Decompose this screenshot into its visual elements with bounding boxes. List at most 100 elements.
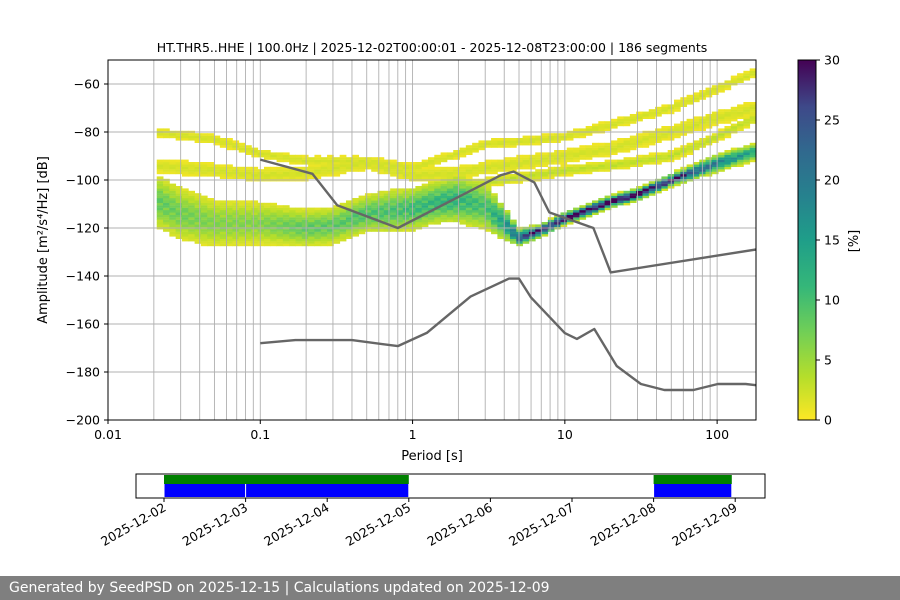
pdf-cell	[705, 159, 713, 163]
pdf-cell	[686, 128, 694, 131]
pdf-cell	[345, 166, 353, 170]
pdf-cell	[219, 207, 227, 211]
pdf-cell	[636, 157, 643, 160]
pdf-cell	[573, 164, 580, 167]
pdf-cell	[509, 238, 517, 242]
pdf-cell	[371, 159, 378, 163]
pdf-cell	[566, 147, 574, 151]
pdf-cell	[648, 183, 656, 187]
pdf-cell	[364, 224, 372, 227]
pdf-cell	[169, 217, 177, 220]
pdf-cell	[364, 162, 372, 165]
pdf-cell	[427, 186, 435, 189]
pdf-cell	[226, 238, 233, 242]
pdf-cell	[371, 219, 378, 223]
pdf-cell	[352, 231, 360, 235]
pdf-cell	[743, 109, 751, 112]
pdf-cell	[453, 171, 460, 175]
pdf-cell	[573, 166, 580, 170]
pdf-cell	[642, 111, 650, 115]
pdf-cell	[730, 154, 738, 158]
pdf-cell	[459, 188, 467, 191]
pdf-cell	[314, 222, 322, 225]
pdf-cell	[371, 162, 378, 165]
pdf-cell	[377, 162, 385, 165]
pdf-cell	[226, 214, 233, 218]
pdf-cell	[446, 176, 454, 179]
pdf-cell	[163, 181, 170, 184]
pdf-cell	[674, 183, 681, 187]
pdf-cell	[497, 183, 505, 187]
pdf-cell	[718, 138, 725, 141]
pdf-cell	[270, 217, 278, 220]
pdf-cell	[383, 205, 391, 208]
pdf-cell	[226, 166, 233, 170]
pdf-cell	[289, 171, 296, 175]
pdf-cell	[434, 162, 442, 165]
pdf-cell	[459, 169, 467, 172]
pdf-cell	[648, 190, 656, 194]
pdf-cell	[743, 121, 751, 124]
pdf-cell	[188, 166, 196, 170]
pdf-cell	[547, 174, 555, 177]
pdf-cell	[194, 241, 202, 244]
pdf-cell	[282, 219, 290, 223]
pdf-cell	[194, 219, 202, 223]
pdf-cell	[434, 212, 442, 215]
pdf-cell	[421, 198, 429, 201]
pdf-cell	[257, 202, 265, 206]
pdf-cell	[434, 195, 442, 199]
pdf-cell	[737, 164, 744, 167]
pdf-cell	[541, 133, 549, 136]
pdf-cell	[674, 171, 681, 175]
pdf-cell	[497, 202, 505, 206]
pdf-cell	[573, 210, 580, 213]
pdf-cell	[528, 135, 536, 139]
pdf-cell	[484, 145, 492, 148]
pdf-cell	[175, 133, 183, 136]
pdf-cell	[396, 200, 404, 203]
pdf-cell	[207, 224, 214, 227]
pdf-cell	[415, 186, 423, 189]
pdf-cell	[478, 162, 486, 165]
pdf-cell	[301, 166, 309, 170]
pdf-cell	[402, 210, 410, 213]
pdf-cell	[257, 150, 265, 153]
pdf-cell	[270, 229, 278, 232]
pdf-cell	[465, 145, 473, 148]
pdf-cell	[169, 200, 177, 203]
pdf-cell	[478, 224, 486, 227]
pdf-cell	[648, 140, 656, 143]
pdf-cell	[289, 162, 296, 165]
pdf-cell	[453, 210, 460, 213]
pdf-cell	[270, 212, 278, 215]
pdf-cell	[453, 190, 460, 194]
pdf-cell	[509, 222, 517, 225]
pdf-cell	[509, 166, 517, 170]
pdf-cell	[371, 224, 378, 227]
pdf-cell	[251, 205, 259, 208]
pdf-cell	[478, 169, 486, 172]
pdf-cell	[440, 212, 448, 215]
pdf-cell	[503, 145, 511, 148]
pdf-cell	[453, 157, 460, 160]
pdf-cell	[585, 210, 593, 213]
pdf-cell	[427, 171, 435, 175]
pdf-cell	[623, 121, 631, 124]
pdf-cell	[421, 186, 429, 189]
pdf-cell	[156, 171, 164, 175]
pdf-cell	[749, 145, 756, 148]
pdf-cell	[604, 154, 612, 158]
pdf-cell	[232, 142, 240, 146]
pdf-cell	[358, 195, 366, 199]
pdf-cell	[566, 150, 574, 153]
pdf-cell	[623, 157, 631, 160]
pdf-cell	[636, 198, 643, 201]
pdf-cell	[188, 133, 196, 136]
pdf-cell	[339, 212, 347, 215]
pdf-cell	[674, 106, 681, 110]
pdf-cell	[446, 193, 454, 196]
pdf-cell	[270, 171, 278, 175]
pdf-cell	[226, 142, 233, 146]
pdf-cell	[232, 166, 240, 170]
